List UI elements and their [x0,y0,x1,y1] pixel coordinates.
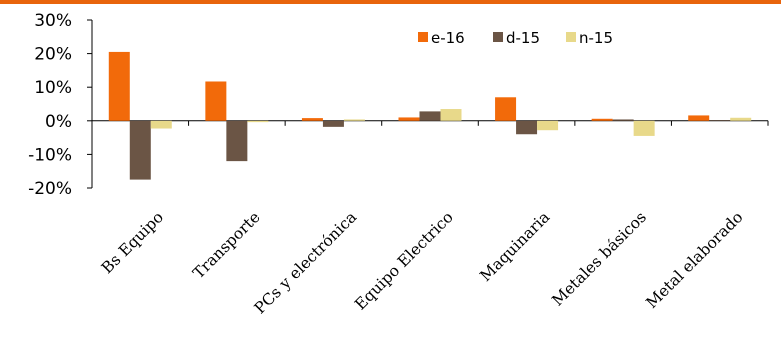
x-category-label: Metales básicos [548,208,650,310]
bar-d-15 [226,120,248,162]
legend-swatch-d-15 [493,32,503,42]
bar-n-15 [440,109,462,121]
bar-e-16 [495,97,517,121]
legend-label-e-16: e-16 [431,29,465,47]
y-tick-label: 20% [34,45,72,65]
x-category-label: Transporte [189,208,263,282]
bar-n-15 [247,120,269,123]
bar-n-15 [537,120,559,131]
y-tick-label: -10% [28,145,72,165]
legend-swatch-e-16 [418,32,428,42]
bar-n-15 [343,119,365,121]
x-category-label: Metal elaborado [643,208,747,312]
bar-d-15 [516,120,538,135]
legend-swatch-n-15 [566,32,576,42]
bar-e-16 [591,118,613,121]
header-accent-bar [0,0,781,4]
bar-d-15 [419,111,441,121]
bar-d-15 [612,119,634,121]
bar-d-15 [129,120,151,180]
y-tick-label: -20% [28,179,72,199]
bar-d-15 [322,120,344,127]
x-category-label: Maquinaria [476,208,553,285]
bar-e-16 [688,115,710,121]
y-tick-label: 0% [45,112,72,132]
x-category-label: Bs Equipo [98,208,167,277]
legend: e-16 d-15 n-15 [418,29,613,47]
x-category-label: PCs y electrónica [251,208,360,317]
legend-label-n-15: n-15 [579,29,613,47]
y-tick-label: 30% [34,11,72,31]
bar-d-15 [709,120,731,121]
bar-n-15 [150,120,172,129]
chart-axes [91,20,769,188]
bar-e-16 [301,118,323,121]
bar-e-16 [398,117,420,121]
bar-e-16 [108,51,130,121]
y-axis-ticks: -20% -10% 0% 10% 20% 30% [28,11,92,199]
legend-label-d-15: d-15 [506,29,540,47]
y-tick-label: 10% [34,78,72,98]
bar-e-16 [205,81,227,121]
bars [108,51,752,180]
bar-n-15 [633,120,655,136]
x-category-label: Equipo Electrico [351,208,456,313]
bar-n-15 [730,117,752,121]
